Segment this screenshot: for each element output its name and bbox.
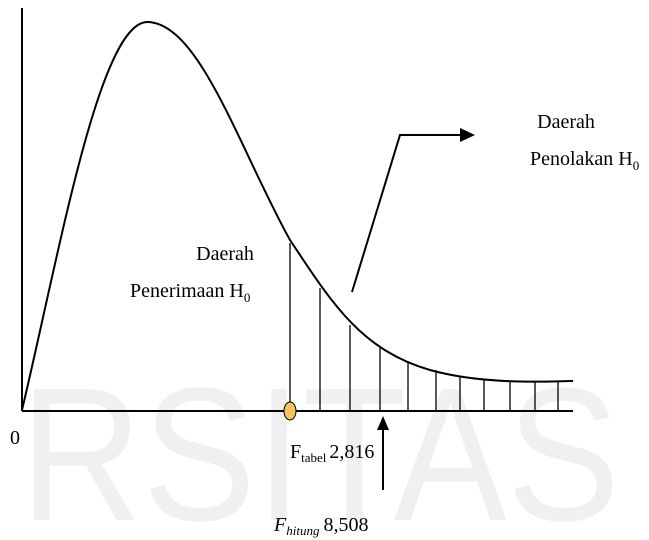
acceptance-label: Daerah (196, 243, 254, 265)
subscript: hitung (286, 523, 320, 538)
subscript: 0 (244, 290, 251, 305)
arrow-head (377, 416, 389, 430)
f-table-label: Ftabel 2,816 (290, 441, 374, 465)
value: 2,816 (329, 441, 374, 463)
arrow-head (460, 128, 475, 142)
symbol: F (290, 441, 301, 463)
acceptance-label: Penerimaan H0 (130, 280, 250, 305)
text: Penolakan H (530, 148, 633, 170)
value: 8,508 (323, 514, 368, 536)
subscript: 0 (633, 158, 640, 173)
rejection-pointer (351, 134, 462, 293)
f-curve (21, 20, 574, 411)
rejection-label: Daerah (537, 111, 595, 133)
rejection-hatch (289, 243, 559, 411)
rejection-label: Penolakan H0 (530, 148, 639, 173)
axes (21, 8, 573, 412)
text: Penerimaan H (130, 280, 244, 302)
origin-label: 0 (10, 427, 20, 449)
symbol: F (273, 514, 287, 536)
subscript: tabel (301, 450, 327, 465)
f-table-marker (283, 401, 297, 421)
f-count-label: Fhitung 8,508 (273, 514, 368, 538)
